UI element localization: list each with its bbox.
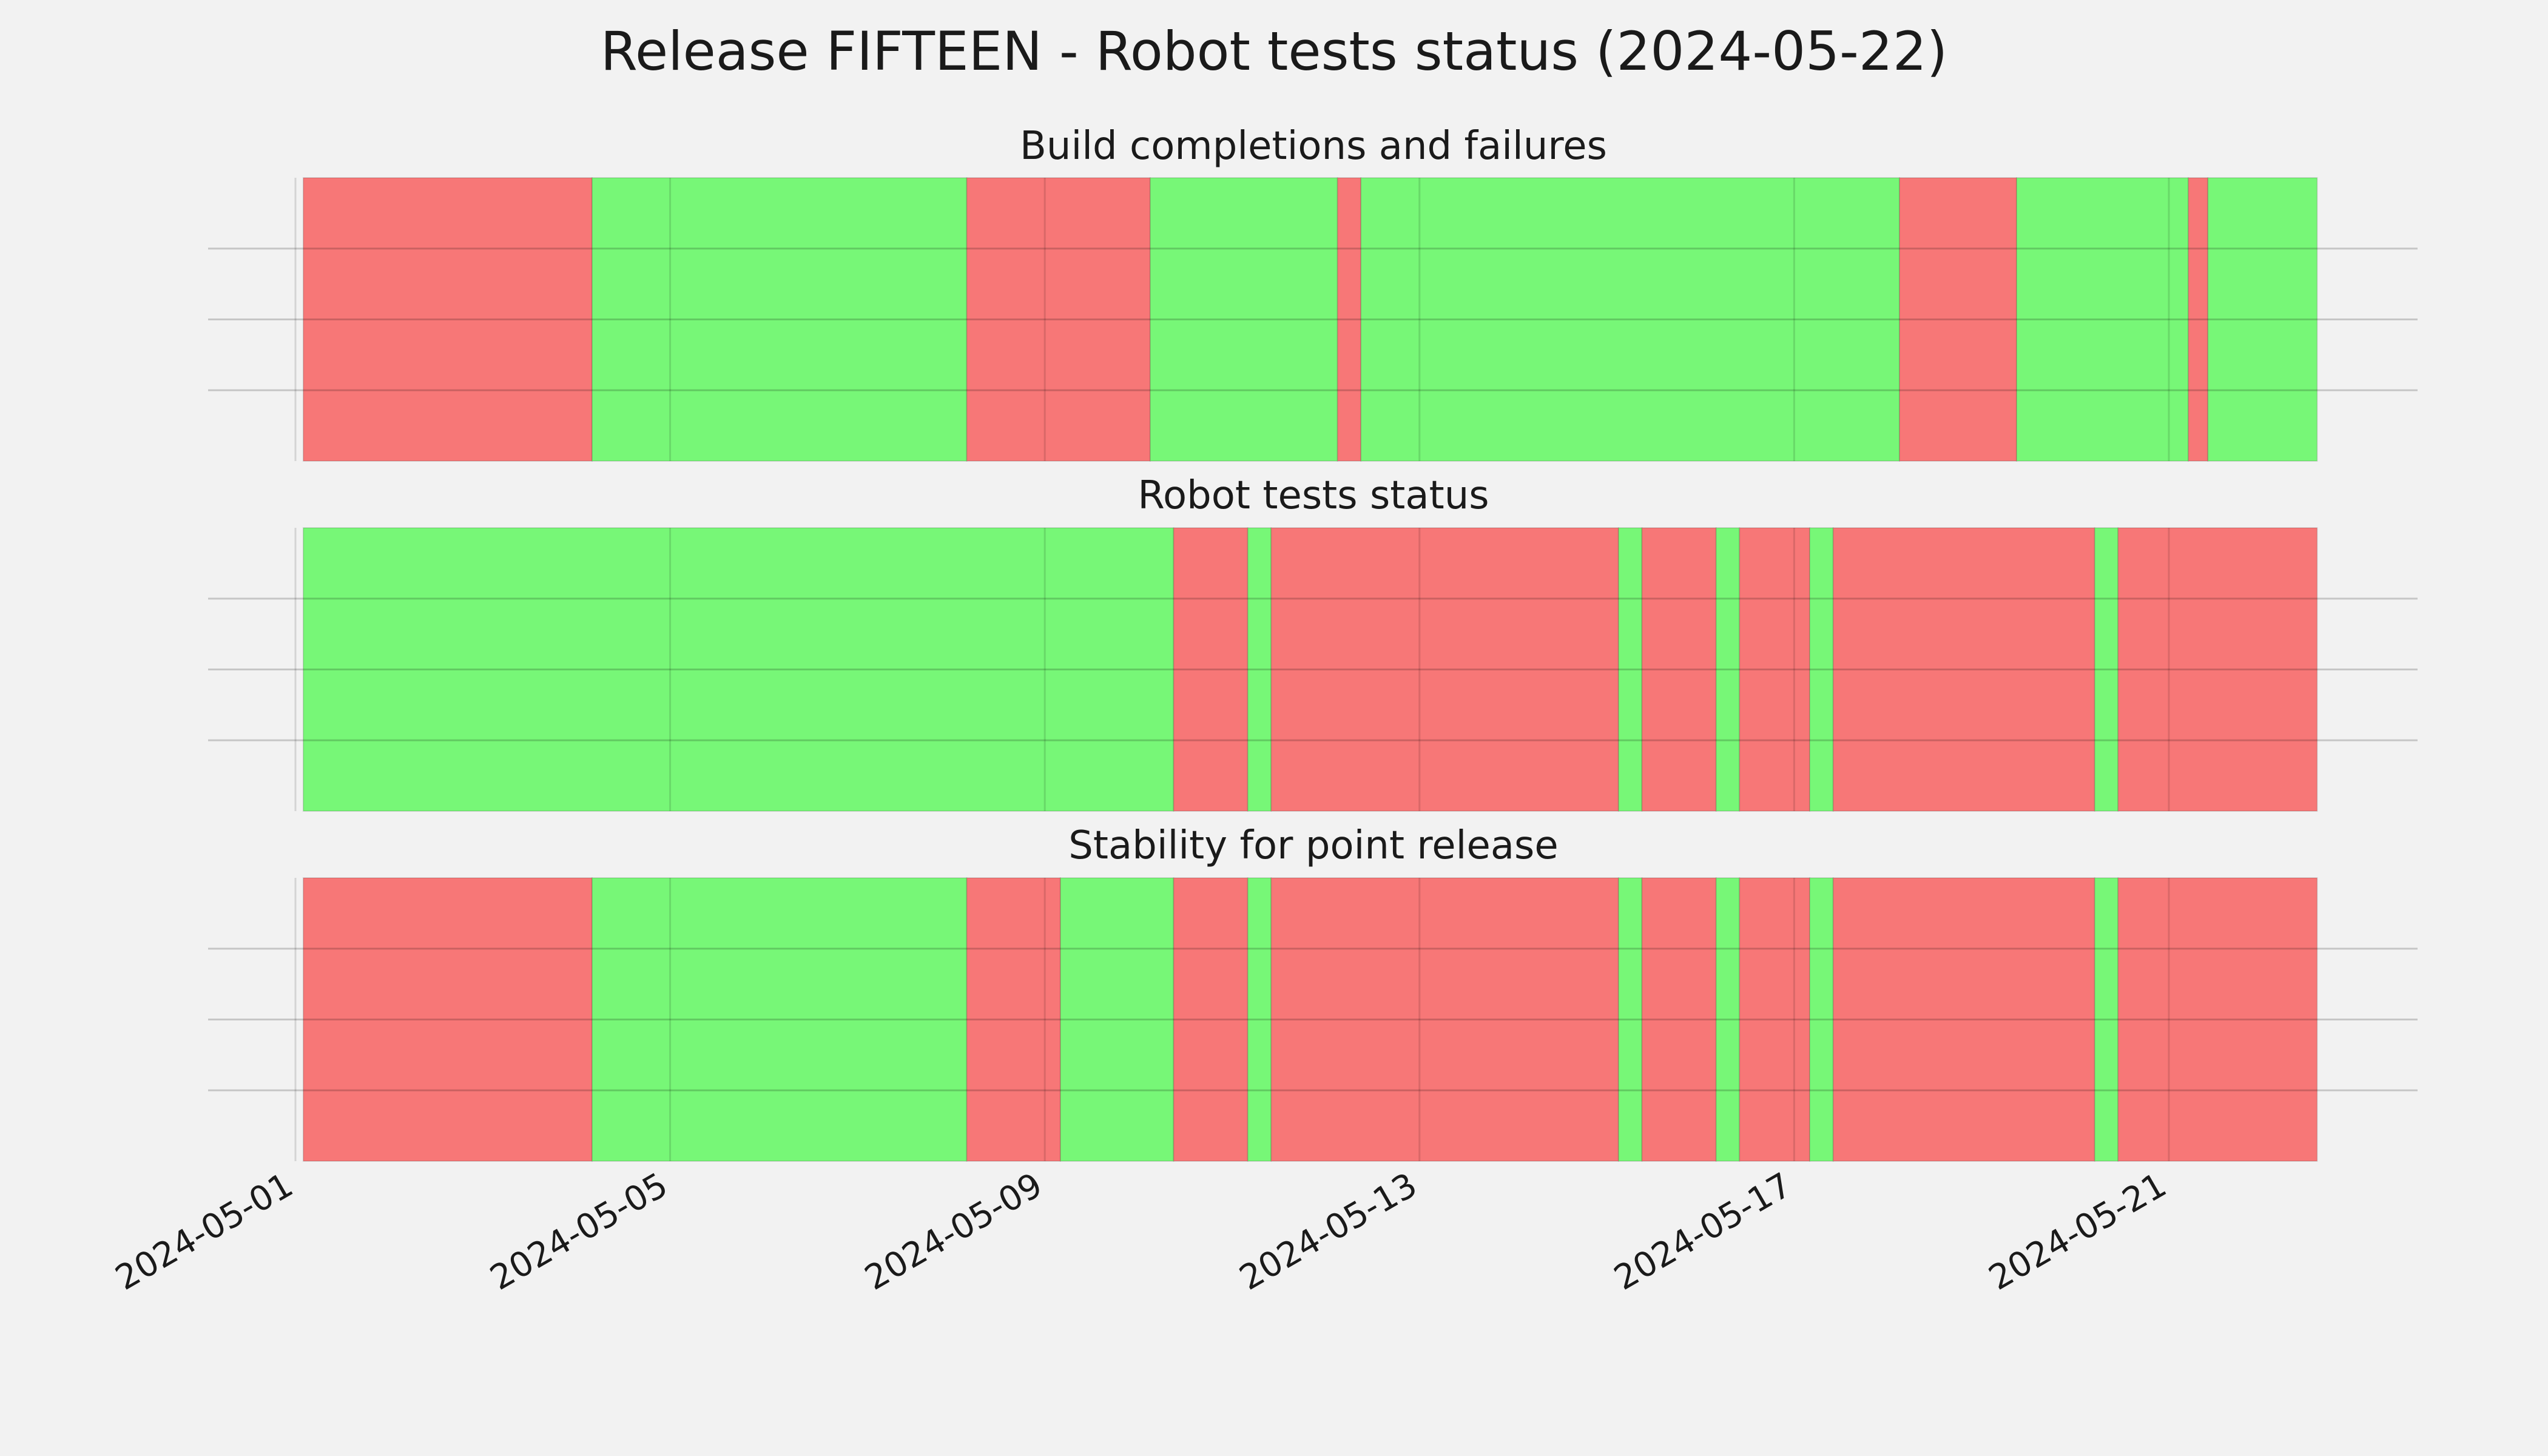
- segment-pass: [1715, 877, 1741, 1162]
- segment-fail: [1336, 177, 1362, 462]
- segment-pass: [1059, 877, 1175, 1162]
- segment-fail: [2117, 877, 2318, 1162]
- segment-fail: [302, 177, 593, 462]
- segment-fail: [1739, 877, 1811, 1162]
- panel-stability-grid: [208, 878, 2418, 1161]
- segment-pass: [1247, 527, 1272, 812]
- segment-pass: [1149, 177, 1338, 462]
- panel-build-grid: [208, 178, 2418, 461]
- segment-fail: [966, 177, 1151, 462]
- segment-fail: [2188, 177, 2209, 462]
- segment-fail: [1832, 877, 2095, 1162]
- segment-fail: [1899, 177, 2018, 462]
- x-tick-label: 2024-05-13: [1233, 1165, 1423, 1298]
- segment-fail: [966, 877, 1061, 1162]
- segment-pass: [1715, 527, 1741, 812]
- segment-pass: [591, 177, 968, 462]
- x-tick-label: 2024-05-09: [858, 1165, 1049, 1298]
- panel-stability-segments: [302, 877, 2318, 1162]
- segment-fail: [1270, 877, 1619, 1162]
- segment-pass: [1360, 177, 1901, 462]
- segment-fail: [1641, 877, 1717, 1162]
- panel-title-stability: Stability for point release: [1068, 823, 1559, 868]
- panel-robot: Robot tests status: [208, 473, 2418, 812]
- segment-fail: [1739, 527, 1811, 812]
- panel-stability: Stability for point release: [208, 823, 2418, 1162]
- segment-pass: [591, 877, 968, 1162]
- x-tick-label: 2024-05-01: [109, 1165, 300, 1298]
- panel-title-build: Build completions and failures: [1020, 124, 1607, 169]
- segment-pass: [2016, 177, 2189, 462]
- panel-build-segments: [302, 177, 2318, 462]
- segment-fail: [2117, 527, 2318, 812]
- segment-fail: [1270, 527, 1619, 812]
- segment-fail: [1641, 527, 1717, 812]
- panel-build: Build completions and failures: [208, 124, 2418, 462]
- x-tick-label: 2024-05-17: [1608, 1165, 1798, 1298]
- x-tick-label: 2024-05-05: [484, 1165, 674, 1298]
- segment-fail: [302, 877, 593, 1162]
- segment-pass: [302, 527, 1175, 812]
- segment-pass: [1617, 527, 1643, 812]
- segment-pass: [2094, 527, 2119, 812]
- panel-robot-grid: [208, 528, 2418, 811]
- chart-title: Release FIFTEEN - Robot tests status (20…: [601, 20, 1947, 83]
- x-axis-ticks: 2024-05-01 2024-05-05 2024-05-09 2024-05-13…: [109, 1165, 2173, 1298]
- panel-title-robot: Robot tests status: [1138, 473, 1489, 518]
- x-tick-label: 2024-05-21: [1983, 1165, 2173, 1298]
- segment-pass: [2207, 177, 2318, 462]
- segment-fail: [1173, 877, 1249, 1162]
- panel-robot-segments: [302, 527, 2318, 812]
